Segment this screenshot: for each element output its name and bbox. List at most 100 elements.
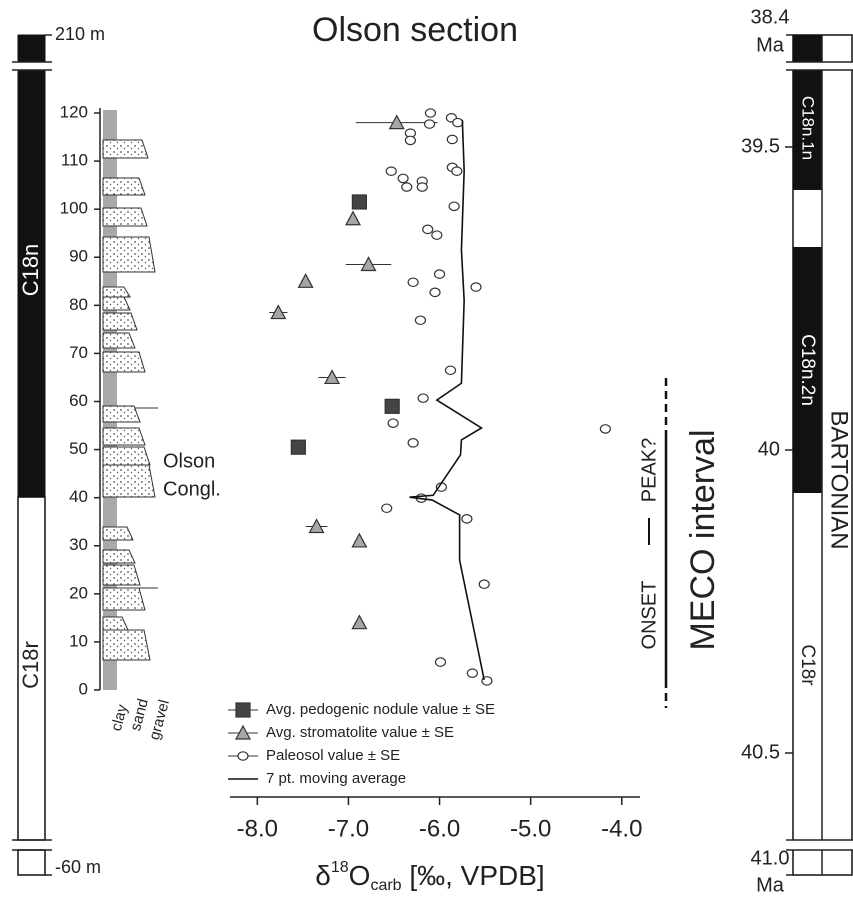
lithology-bed — [102, 446, 151, 466]
y-tick-label: 10 — [69, 631, 88, 650]
chron-label: C18r — [797, 644, 818, 686]
circle-marker — [397, 173, 409, 184]
lithology-bed — [102, 526, 134, 541]
circle-marker — [461, 514, 473, 524]
triangle-marker — [270, 304, 287, 320]
lithology-bed — [102, 464, 156, 498]
circle-marker — [414, 315, 427, 326]
lithology-bed — [102, 139, 149, 159]
y-tick-label: 40 — [69, 487, 88, 506]
legend-swatch — [237, 751, 249, 761]
y-tick-label: 90 — [69, 247, 88, 266]
circle-marker — [429, 287, 441, 298]
legend-swatch — [235, 702, 251, 718]
y-tick-label: 30 — [69, 535, 88, 554]
circle-marker — [433, 269, 446, 279]
circle-marker — [478, 579, 490, 590]
chart-title: Olson section — [312, 11, 518, 49]
lithology-bed — [102, 207, 148, 227]
triangle-marker — [351, 532, 368, 548]
magneto-column — [12, 34, 52, 876]
lithology-bed — [102, 286, 131, 298]
y-tick-label: 110 — [61, 151, 88, 170]
triangle-marker — [297, 273, 314, 288]
lithology-bed — [102, 549, 136, 564]
moving-average-line — [409, 120, 485, 681]
circle-marker — [416, 182, 428, 192]
age-top-label: 38.4 — [751, 6, 790, 28]
age-tick-label: 39.5 — [741, 135, 780, 157]
lithology-bed — [102, 332, 136, 349]
x-tick-label: -8.0 — [237, 815, 278, 842]
triangle-marker — [344, 210, 362, 226]
lithology-bed — [102, 236, 156, 273]
lithology-bed — [102, 405, 141, 423]
meco-bracket — [648, 378, 668, 708]
y-tick-label: 60 — [69, 391, 88, 410]
square-marker — [351, 194, 367, 210]
age-unit: Ma — [756, 34, 785, 56]
legend-label: Avg. pedogenic nodule value ± SE — [266, 701, 495, 718]
age-unit: Ma — [756, 874, 785, 896]
circle-marker — [599, 424, 611, 434]
triangle-marker — [388, 114, 405, 130]
chron-label: C18n — [18, 244, 43, 297]
lithology-bed — [102, 629, 151, 661]
meco-label: MECO interval — [684, 429, 722, 650]
lithology-bed — [102, 616, 129, 631]
age-bottom-label: 41.0 — [751, 847, 790, 869]
grain-size-label: clay — [108, 702, 131, 733]
circle-marker — [448, 201, 460, 212]
column-bottom-label: -60 m — [55, 857, 101, 877]
lithology-bed — [102, 587, 146, 611]
circle-marker — [451, 166, 463, 176]
meco-onset-label: ONSET — [638, 581, 660, 650]
meco-peak-label: PEAK? — [638, 438, 660, 502]
triangle-marker — [324, 369, 341, 385]
circle-marker — [434, 657, 447, 667]
chron-label: C18n.1n — [799, 96, 818, 160]
y-tick-label: 50 — [69, 439, 88, 458]
legend-label: 7 pt. moving average — [266, 770, 406, 787]
circle-marker — [424, 108, 437, 118]
y-tick-label: 0 — [79, 679, 88, 698]
lithology-bed — [102, 351, 146, 373]
circle-marker — [423, 119, 436, 129]
chron-label: C18n.2n — [797, 334, 818, 406]
unit-label: Olson — [163, 450, 215, 472]
triangle-marker — [308, 518, 325, 534]
lithology-bed — [102, 564, 141, 586]
x-tick-label: -4.0 — [601, 815, 642, 842]
circle-marker — [407, 438, 419, 448]
x-tick-label: -7.0 — [328, 815, 369, 842]
x-tick-label: -6.0 — [419, 815, 460, 842]
age-tick-label: 40.5 — [741, 741, 780, 763]
lithology-column — [102, 110, 158, 690]
triangle-marker — [351, 614, 368, 630]
legend-swatch — [234, 724, 252, 740]
triangle-marker — [360, 256, 377, 272]
lithology-bed — [102, 296, 131, 311]
x-tick-label: -5.0 — [510, 815, 551, 842]
legend-entry: Avg. stromatolite value ± SE — [228, 724, 454, 741]
circle-marker — [385, 166, 397, 176]
lithology-bed — [102, 312, 138, 331]
legend-label: Avg. stromatolite value ± SE — [266, 724, 454, 741]
y-tick-label: 80 — [69, 295, 88, 314]
square-marker — [290, 439, 306, 455]
y-tick-label: 120 — [60, 102, 88, 121]
square-marker — [384, 398, 400, 414]
lithology-bed — [102, 427, 146, 446]
stage-label: BARTONIAN — [826, 410, 853, 549]
circle-marker — [446, 134, 458, 145]
column-top-label: 210 m — [55, 24, 105, 44]
legend-entry: Avg. pedogenic nodule value ± SE — [228, 701, 495, 718]
circle-marker — [387, 418, 399, 428]
circle-marker — [401, 182, 413, 192]
age-tick-label: 40 — [758, 438, 780, 460]
lithology-bed — [102, 177, 146, 196]
chron-label: C18r — [18, 641, 43, 689]
circle-marker — [381, 503, 393, 514]
legend-entry: 7 pt. moving average — [228, 770, 406, 787]
